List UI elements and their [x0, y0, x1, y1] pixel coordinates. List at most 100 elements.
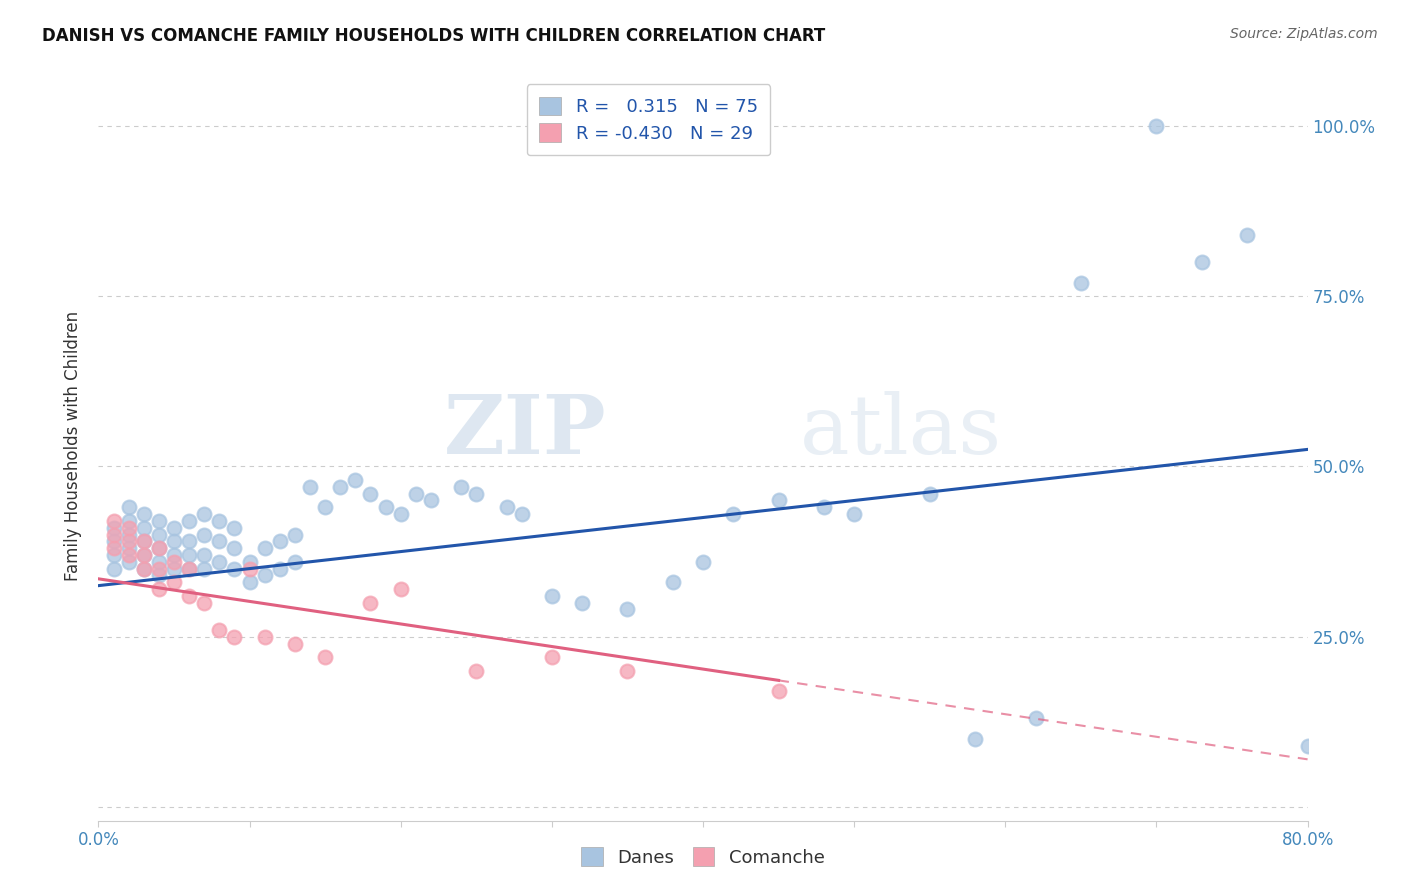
Point [253, 541, 276, 556]
Point [360, 596, 382, 610]
Point [148, 527, 170, 541]
Point [616, 602, 638, 616]
Text: DANISH VS COMANCHE FAMILY HOUSEHOLDS WITH CHILDREN CORRELATION CHART: DANISH VS COMANCHE FAMILY HOUSEHOLDS WIT… [42, 27, 825, 45]
Point [118, 548, 141, 562]
Point [118, 541, 141, 556]
Point [344, 473, 367, 487]
Point [132, 521, 155, 535]
Point [465, 664, 488, 678]
Legend: R =   0.315   N = 75, R = -0.430   N = 29: R = 0.315 N = 75, R = -0.430 N = 29 [527, 84, 770, 155]
Text: atlas: atlas [800, 391, 1002, 471]
Point [253, 630, 276, 644]
Point [148, 514, 170, 528]
Point [1070, 276, 1092, 290]
Text: Source: ZipAtlas.com: Source: ZipAtlas.com [1230, 27, 1378, 41]
Point [208, 555, 231, 569]
Point [314, 650, 336, 665]
Point [284, 636, 307, 650]
Point [132, 561, 155, 575]
Point [208, 534, 231, 549]
Point [103, 548, 125, 562]
Point [540, 650, 562, 665]
Point [465, 486, 488, 500]
Point [208, 623, 231, 637]
Point [179, 548, 201, 562]
Point [1296, 739, 1319, 753]
Y-axis label: Family Households with Children: Family Households with Children [65, 311, 83, 581]
Point [329, 480, 352, 494]
Point [118, 500, 141, 515]
Point [224, 541, 246, 556]
Point [224, 521, 246, 535]
Point [540, 589, 562, 603]
Point [148, 561, 170, 575]
Point [179, 534, 201, 549]
Point [132, 561, 155, 575]
Point [193, 548, 215, 562]
Point [118, 521, 141, 535]
Point [224, 561, 246, 575]
Point [148, 541, 170, 556]
Point [132, 534, 155, 549]
Point [450, 480, 472, 494]
Point [768, 684, 790, 698]
Point [132, 507, 155, 521]
Point [1144, 119, 1167, 133]
Point [495, 500, 517, 515]
Point [1024, 711, 1046, 725]
Point [193, 596, 215, 610]
Point [389, 582, 412, 596]
Point [239, 575, 262, 590]
Point [163, 561, 186, 575]
Point [208, 514, 231, 528]
Point [224, 630, 246, 644]
Point [269, 534, 291, 549]
Point [299, 480, 322, 494]
Point [239, 561, 262, 575]
Point [389, 507, 412, 521]
Point [179, 561, 201, 575]
Point [253, 568, 276, 582]
Point [193, 507, 215, 521]
Point [179, 561, 201, 575]
Point [193, 527, 215, 541]
Point [239, 555, 262, 569]
Point [918, 486, 941, 500]
Point [420, 493, 443, 508]
Point [103, 561, 125, 575]
Point [132, 548, 155, 562]
Legend: Danes, Comanche: Danes, Comanche [574, 840, 832, 874]
Point [103, 534, 125, 549]
Point [118, 514, 141, 528]
Point [510, 507, 533, 521]
Point [284, 527, 307, 541]
Point [616, 664, 638, 678]
Point [103, 527, 125, 541]
Point [179, 514, 201, 528]
Point [148, 541, 170, 556]
Point [844, 507, 866, 521]
Point [405, 486, 427, 500]
Point [661, 575, 683, 590]
Point [163, 521, 186, 535]
Point [103, 521, 125, 535]
Point [148, 568, 170, 582]
Point [179, 589, 201, 603]
Point [148, 555, 170, 569]
Point [118, 555, 141, 569]
Point [314, 500, 336, 515]
Point [163, 548, 186, 562]
Point [132, 534, 155, 549]
Point [571, 596, 593, 610]
Point [118, 527, 141, 541]
Point [723, 507, 745, 521]
Point [132, 548, 155, 562]
Point [163, 534, 186, 549]
Point [813, 500, 835, 515]
Point [768, 493, 790, 508]
Point [163, 575, 186, 590]
Point [1191, 255, 1213, 269]
Point [284, 555, 307, 569]
Point [965, 731, 987, 746]
Point [163, 555, 186, 569]
